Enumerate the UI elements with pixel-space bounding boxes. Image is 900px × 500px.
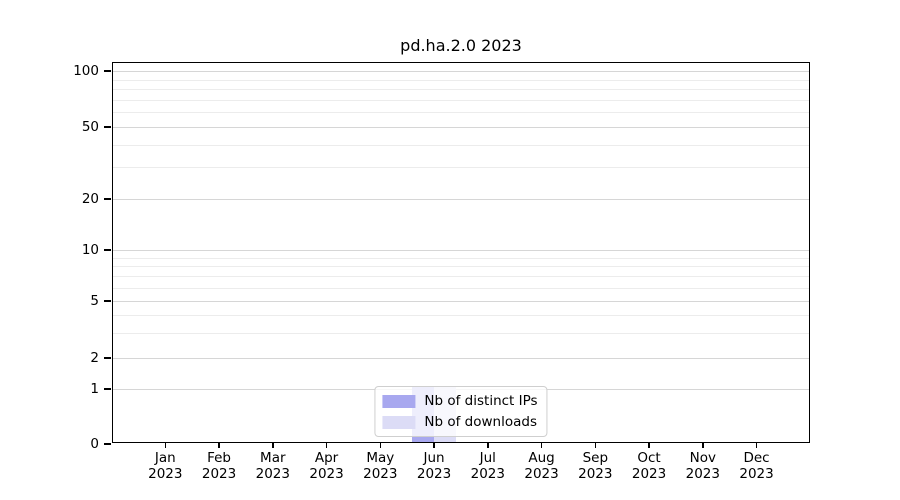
x-tick-label-jun-2023: Jun 2023: [406, 450, 462, 482]
major-gridline-100: [113, 71, 809, 72]
x-tick-month-text: Aug: [528, 450, 555, 466]
legend-label-distinct-ips: Nb of distinct IPs: [424, 393, 538, 409]
major-gridline-5: [113, 301, 809, 302]
y-tick-label-2: 2: [90, 350, 99, 366]
y-tick-label-10: 10: [81, 242, 99, 258]
x-tick-label-jul-2023: Jul 2023: [460, 450, 516, 482]
x-tick-label-oct-2023: Oct 2023: [621, 450, 677, 482]
x-tick-month-text: Feb: [207, 450, 231, 466]
legend-swatch-downloads: [382, 415, 416, 429]
x-tick-month-text: Apr: [314, 450, 339, 466]
x-tick-year-text: 2023: [524, 466, 559, 482]
x-tick-month-text: Sep: [582, 450, 609, 466]
minor-gridline-7: [113, 276, 809, 278]
x-tick-year-text: 2023: [470, 466, 505, 482]
x-tick-label-aug-2023: Aug 2023: [514, 450, 570, 482]
x-tick-month-text: Mar: [260, 450, 286, 466]
x-tick-label-nov-2023: Nov 2023: [675, 450, 731, 482]
x-tick-month-text: Dec: [743, 450, 770, 466]
y-tick-mark-20: [104, 198, 111, 200]
x-tick-month-text: May: [366, 450, 395, 466]
x-tick-year-text: 2023: [685, 466, 720, 482]
x-tick-label-jan-2023: Jan 2023: [137, 450, 193, 482]
y-tick-label-5: 5: [90, 293, 99, 309]
major-gridline-2: [113, 358, 809, 359]
x-tick-label-dec-2023: Dec 2023: [729, 450, 785, 482]
x-tick-year-text: 2023: [363, 466, 398, 482]
x-tick-mark-sep: [594, 442, 597, 448]
x-tick-label-may-2023: May 2023: [352, 450, 408, 482]
x-tick-month-text: Jun: [423, 450, 445, 466]
x-tick-year-text: 2023: [148, 466, 183, 482]
y-tick-mark-1: [104, 388, 111, 390]
x-tick-year-text: 2023: [255, 466, 290, 482]
x-tick-label-mar-2023: Mar 2023: [245, 450, 301, 482]
y-tick-label-0: 0: [90, 436, 99, 452]
x-tick-mark-jun: [433, 442, 435, 448]
chart-title: pd.ha.2.0 2023: [400, 36, 522, 55]
y-tick-label-20: 20: [81, 191, 99, 207]
x-tick-mark-feb: [218, 442, 220, 448]
x-tick-month-text: Jul: [479, 450, 496, 466]
y-tick-mark-10: [104, 249, 111, 251]
minor-gridline-80: [113, 89, 809, 91]
minor-gridline-3: [113, 332, 809, 334]
x-tick-mark-mar: [272, 442, 274, 448]
y-tick-mark-2: [104, 357, 111, 359]
y-tick-label-50: 50: [81, 119, 99, 135]
y-tick-mark-100: [104, 70, 111, 72]
major-gridline-10: [113, 250, 809, 251]
x-tick-mark-may: [379, 442, 382, 448]
x-tick-year-text: 2023: [578, 466, 613, 482]
y-tick-mark-0: [104, 443, 111, 445]
x-tick-year-text: 2023: [201, 466, 237, 482]
minor-gridline-30: [113, 167, 809, 169]
y-tick-mark-50: [104, 126, 111, 128]
x-tick-year-text: 2023: [309, 466, 344, 482]
y-tick-mark-5: [104, 300, 111, 302]
x-tick-mark-nov: [702, 442, 704, 448]
minor-gridline-8: [113, 266, 809, 268]
legend-entry-downloads: Nb of downloads: [382, 413, 537, 431]
minor-gridline-40: [113, 144, 809, 146]
legend-entry-distinct-ips: Nb of distinct IPs: [382, 392, 538, 410]
x-tick-year-text: 2023: [416, 466, 452, 482]
minor-gridline-70: [113, 99, 809, 101]
minor-gridline-6: [113, 287, 809, 289]
x-tick-label-feb-2023: Feb 2023: [191, 450, 247, 482]
minor-gridline-90: [113, 79, 809, 81]
x-tick-mark-aug: [540, 442, 543, 448]
y-tick-label-1: 1: [90, 381, 99, 397]
legend-label-downloads: Nb of downloads: [424, 414, 537, 430]
x-tick-year-text: 2023: [631, 466, 667, 482]
x-tick-mark-oct: [648, 442, 650, 448]
x-tick-month-text: Oct: [637, 450, 661, 466]
x-tick-month-text: Jan: [154, 450, 176, 466]
x-tick-mark-jul: [487, 442, 489, 448]
legend: Nb of distinct IPs Nb of downloads: [374, 386, 548, 437]
plot-canvas: Dec 2023 Nov 2023 Oct 2023 Sep 2023 Aug 2023 Jul 20…: [73, 63, 809, 482]
major-gridline-50: [113, 127, 809, 128]
major-gridline-20: [113, 199, 809, 200]
x-tick-label-apr-2023: Apr 2023: [299, 450, 355, 482]
y-tick-label-100: 100: [73, 63, 99, 79]
x-tick-mark-jan: [164, 442, 167, 448]
x-tick-year-text: 2023: [739, 466, 774, 482]
legend-swatch-distinct-ips: [382, 394, 416, 408]
plot-area: Dec 2023 Nov 2023 Oct 2023 Sep 2023 Aug 2023 Jul 20…: [73, 62, 810, 482]
x-tick-mark-apr: [325, 442, 328, 448]
minor-gridline-60: [113, 112, 809, 114]
minor-gridline-9: [113, 257, 809, 259]
x-tick-label-sep-2023: Sep 2023: [567, 450, 623, 482]
minor-gridline-4: [113, 314, 809, 316]
x-tick-month-text: Nov: [689, 450, 716, 466]
x-tick-mark-dec: [755, 442, 758, 448]
